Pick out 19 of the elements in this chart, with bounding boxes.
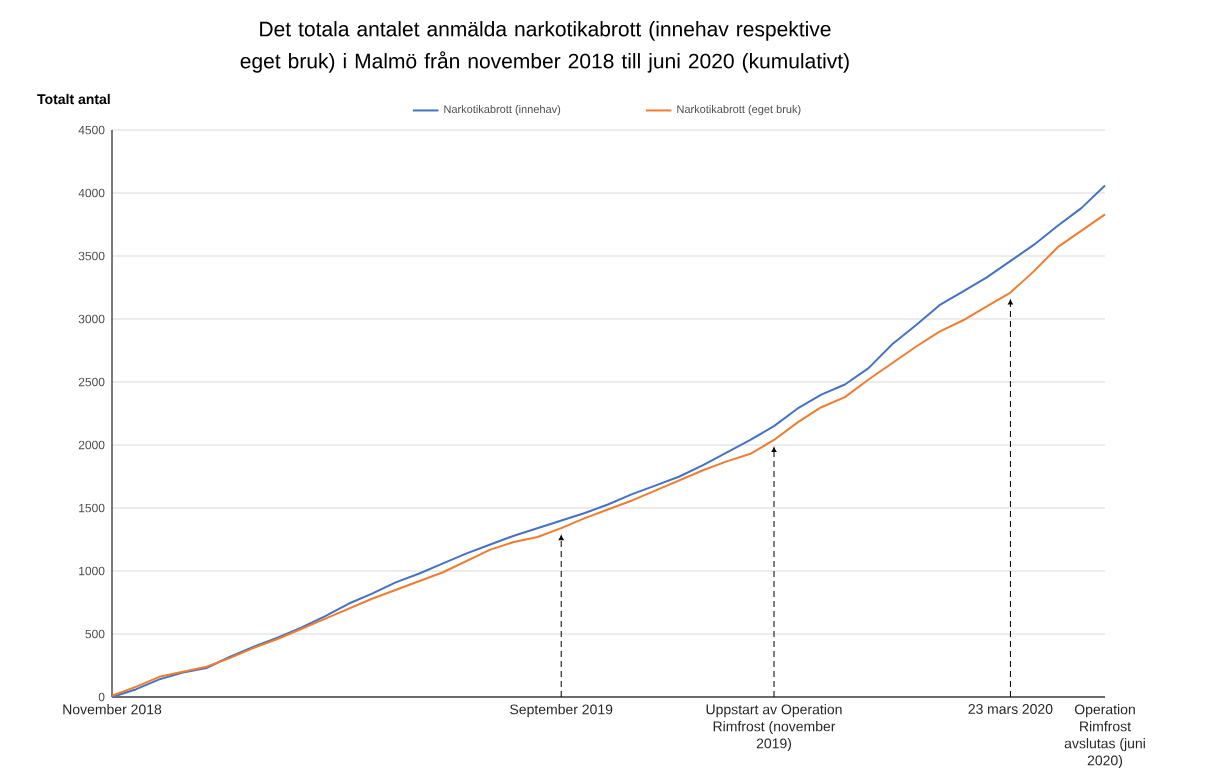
y-tick-label: 4000 bbox=[78, 188, 105, 198]
y-tick-label: 500 bbox=[85, 629, 105, 639]
y-tick-label: 3500 bbox=[78, 251, 105, 261]
y-tick-label: 1500 bbox=[79, 503, 105, 513]
legend-label: Narkotikabrott (eget bruk) bbox=[677, 104, 801, 116]
y-tick-label: 4500 bbox=[78, 125, 105, 135]
y-tick-label: 1000 bbox=[79, 566, 105, 576]
y-tick-label: 2000 bbox=[78, 440, 105, 450]
x-tick-label: Uppstart av Operation Rimfrost (november 2019) bbox=[706, 704, 842, 752]
y-axis-title: Totalt antal bbox=[37, 93, 110, 105]
y-tick-label: 2500 bbox=[78, 377, 105, 387]
x-tick-label: Operation Rimfrost avslutas (juni 2020) bbox=[1064, 704, 1145, 769]
x-tick-label: 23 mars 2020 bbox=[968, 704, 1053, 714]
legend-label: Narkotikabrott (innehav) bbox=[444, 104, 561, 116]
x-tick-label: November 2018 bbox=[63, 704, 162, 715]
y-tick-label: 3000 bbox=[78, 314, 105, 324]
x-tick-label: September 2019 bbox=[510, 704, 613, 718]
chart-title: Det totala antalet anmälda narkotikabrott (innehav respektive eget bruk) i Malmö från november 2018 till juni 2020 (kumulativt) bbox=[240, 21, 849, 73]
y-tick-label: 0 bbox=[98, 692, 105, 702]
